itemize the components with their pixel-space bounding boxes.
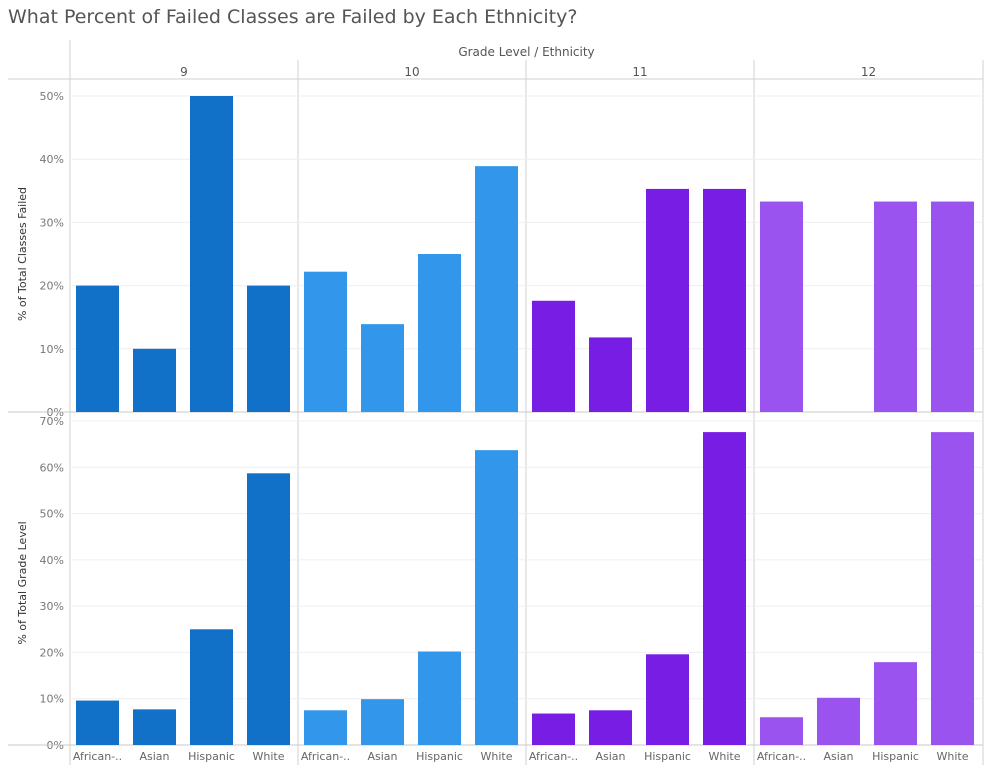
- bar: [532, 300, 575, 412]
- bar: [304, 710, 347, 745]
- x-category-label: Asian: [595, 750, 625, 763]
- bar: [475, 166, 518, 412]
- x-category-label: African-..: [301, 750, 350, 763]
- y-tick-label: 20%: [40, 280, 64, 293]
- bar: [931, 432, 974, 745]
- bar: [361, 324, 404, 412]
- x-category-label: African-..: [529, 750, 578, 763]
- x-category-label: Asian: [367, 750, 397, 763]
- grade-header: 11: [632, 65, 647, 79]
- bar: [646, 654, 689, 745]
- x-category-label: Hispanic: [188, 750, 235, 763]
- bar: [703, 432, 746, 745]
- bar: [418, 254, 461, 412]
- x-category-label: White: [253, 750, 285, 763]
- bar: [361, 699, 404, 745]
- bar: [76, 700, 119, 745]
- x-category-label: African-..: [73, 750, 122, 763]
- grade-header: 9: [180, 65, 188, 79]
- y-tick-label: 50%: [40, 508, 64, 521]
- y-axis-title: % of Total Classes Failed: [16, 187, 29, 321]
- bar: [190, 629, 233, 745]
- x-category-label: Asian: [139, 750, 169, 763]
- bar: [589, 710, 632, 745]
- bar: [760, 717, 803, 745]
- bar: [589, 337, 632, 412]
- x-category-label: Asian: [823, 750, 853, 763]
- x-category-label: Hispanic: [416, 750, 463, 763]
- x-category-label: White: [481, 750, 513, 763]
- y-tick-label: 70%: [40, 415, 64, 428]
- chart-title: What Percent of Failed Classes are Faile…: [8, 6, 578, 28]
- bar: [874, 201, 917, 412]
- bar: [247, 285, 290, 412]
- column-header: Grade Level / Ethnicity: [458, 45, 594, 59]
- x-category-label: African-..: [757, 750, 806, 763]
- y-tick-label: 10%: [40, 693, 64, 706]
- y-tick-label: 20%: [40, 646, 64, 659]
- y-tick-label: 60%: [40, 461, 64, 474]
- bar: [817, 697, 860, 745]
- bar: [760, 201, 803, 412]
- x-category-label: White: [709, 750, 741, 763]
- x-category-label: Hispanic: [872, 750, 919, 763]
- x-category-label: Hispanic: [644, 750, 691, 763]
- y-tick-label: 50%: [40, 90, 64, 103]
- bar: [475, 450, 518, 745]
- bar: [76, 285, 119, 412]
- bar: [931, 201, 974, 412]
- y-tick-label: 10%: [40, 343, 64, 356]
- x-category-label: White: [937, 750, 969, 763]
- grade-header: 10: [404, 65, 419, 79]
- bar: [874, 662, 917, 745]
- y-axis-title: % of Total Grade Level: [16, 521, 29, 644]
- bar: [133, 348, 176, 412]
- y-tick-label: 40%: [40, 554, 64, 567]
- bar: [418, 651, 461, 745]
- y-tick-label: 30%: [40, 600, 64, 613]
- y-tick-label: 30%: [40, 216, 64, 229]
- bar: [190, 96, 233, 412]
- y-tick-label: 40%: [40, 153, 64, 166]
- bar: [247, 473, 290, 745]
- bar: [304, 271, 347, 412]
- bar: [532, 713, 575, 745]
- bar: [703, 188, 746, 412]
- grade-header: 12: [861, 65, 876, 79]
- bar: [646, 188, 689, 412]
- bar: [133, 709, 176, 745]
